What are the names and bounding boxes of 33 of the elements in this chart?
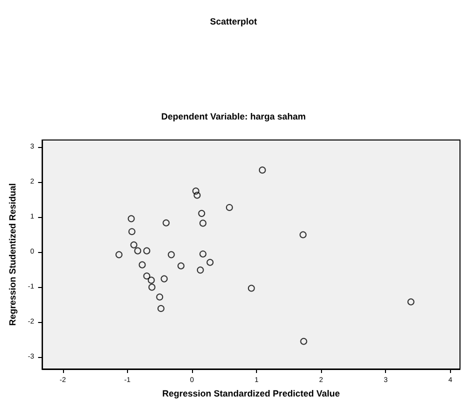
point xyxy=(248,284,255,292)
point xyxy=(156,293,164,300)
point xyxy=(157,305,164,312)
point xyxy=(160,275,168,282)
point xyxy=(196,266,204,274)
point xyxy=(148,276,155,284)
point xyxy=(300,231,307,238)
point xyxy=(258,166,266,174)
x-axis-title: Regression Standardized Predicted Value xyxy=(162,388,340,398)
y-axis-title: Regression Studentized Residual xyxy=(8,183,18,326)
point xyxy=(134,247,142,254)
point xyxy=(148,284,156,291)
point xyxy=(199,250,206,258)
point xyxy=(115,251,122,258)
point xyxy=(168,251,175,258)
point xyxy=(407,298,414,306)
point xyxy=(206,258,214,266)
point xyxy=(199,220,206,227)
point xyxy=(143,272,150,280)
point xyxy=(143,247,150,254)
point xyxy=(130,241,138,248)
point xyxy=(300,338,308,345)
point xyxy=(194,192,201,199)
chart-subtitle: Dependent Variable: harga saham xyxy=(161,112,306,122)
point xyxy=(192,188,200,195)
point xyxy=(128,228,136,236)
chart-title: Scatterplot xyxy=(210,16,258,26)
point xyxy=(177,262,184,270)
point xyxy=(138,261,146,268)
point xyxy=(198,210,206,217)
point xyxy=(162,219,170,226)
point xyxy=(128,215,135,222)
point xyxy=(226,204,233,211)
